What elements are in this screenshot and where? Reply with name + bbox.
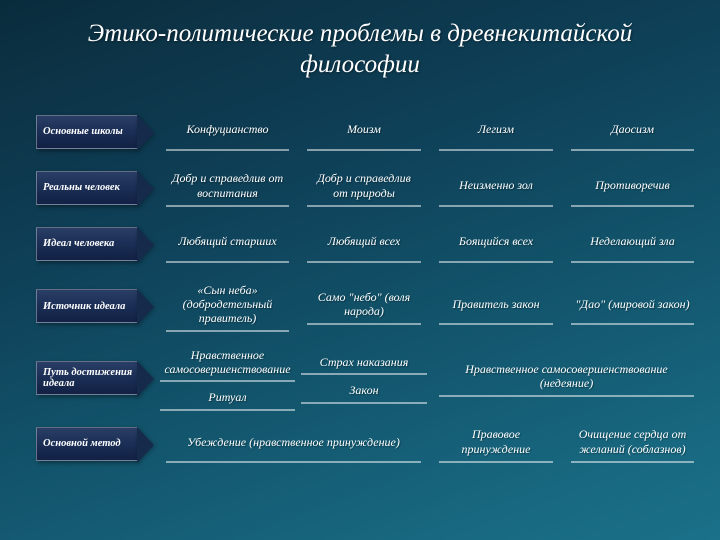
row-label-arrow: Идеал человека <box>36 221 154 267</box>
stacked-cell: Страх наказания Закон <box>301 353 427 404</box>
row-label-arrow: Реальны человек <box>36 165 154 211</box>
row-label: Источник идеала <box>43 301 125 312</box>
cell: Добр и справедлив от природы <box>307 169 421 207</box>
row-label-arrow: Основной метод <box>36 421 154 467</box>
cell: Само "небо" (воля народа) <box>307 287 421 325</box>
row-label-arrow: Путь достижения идеала <box>36 346 154 411</box>
col-header: Легизм <box>439 113 553 151</box>
cell: Правовое принуждение <box>439 425 553 463</box>
cell: Любящий всех <box>307 225 421 263</box>
table-row: Реальны человек Добр и справедлив от вос… <box>36 165 700 211</box>
row-label: Основной метод <box>43 438 121 449</box>
cell: «Сын неба» (добродетельный правитель) <box>166 281 289 332</box>
cell: "Дао" (мировой закон) <box>571 287 694 325</box>
row-label: Реальны человек <box>43 182 120 193</box>
col-header: Даосизм <box>571 113 694 151</box>
cell: Добр и справедлив от воспитания <box>166 169 289 207</box>
cell: Убеждение (нравственное принуждение) <box>166 425 421 463</box>
row-label: Путь достижения идеала <box>43 367 135 389</box>
table-row: Основные школы Конфуцианство Моизм Легиз… <box>36 109 700 155</box>
cell: Противоречив <box>571 169 694 207</box>
cell: Нравственное самосовершенствование (неде… <box>439 359 694 397</box>
cell: Очищение сердца от желаний (соблазнов) <box>571 425 694 463</box>
cell: Боящийся всех <box>439 225 553 263</box>
row-label-arrow: Основные школы <box>36 109 154 155</box>
row-label: Идеал человека <box>43 238 114 249</box>
row-label: Основные школы <box>43 126 123 137</box>
cell: Неизменно зол <box>439 169 553 207</box>
cell: Нравственное самосовершенствование <box>160 346 295 383</box>
col-header: Моизм <box>307 113 421 151</box>
table-row: Источник идеала «Сын неба» (добродетельн… <box>36 277 700 336</box>
cell: Неделающий зла <box>571 225 694 263</box>
page-title: Этико-политические проблемы в древнекита… <box>30 18 690 81</box>
table-row: Идеал человека Любящий старших Любящий в… <box>36 221 700 267</box>
comparison-table: Основные школы Конфуцианство Моизм Легиз… <box>30 99 706 477</box>
col-header: Конфуцианство <box>166 113 289 151</box>
cell: Любящий старших <box>166 225 289 263</box>
table-row: Основной метод Убеждение (нравственное п… <box>36 421 700 467</box>
cell: Страх наказания <box>301 353 427 375</box>
stacked-cell: Нравственное самосовершенствование Ритуа… <box>160 346 295 411</box>
cell: Ритуал <box>160 388 295 410</box>
table-row: Путь достижения идеала Нравственное само… <box>36 346 700 411</box>
row-label-arrow: Источник идеала <box>36 277 154 336</box>
cell: Закон <box>301 381 427 403</box>
cell: Правитель закон <box>439 287 553 325</box>
